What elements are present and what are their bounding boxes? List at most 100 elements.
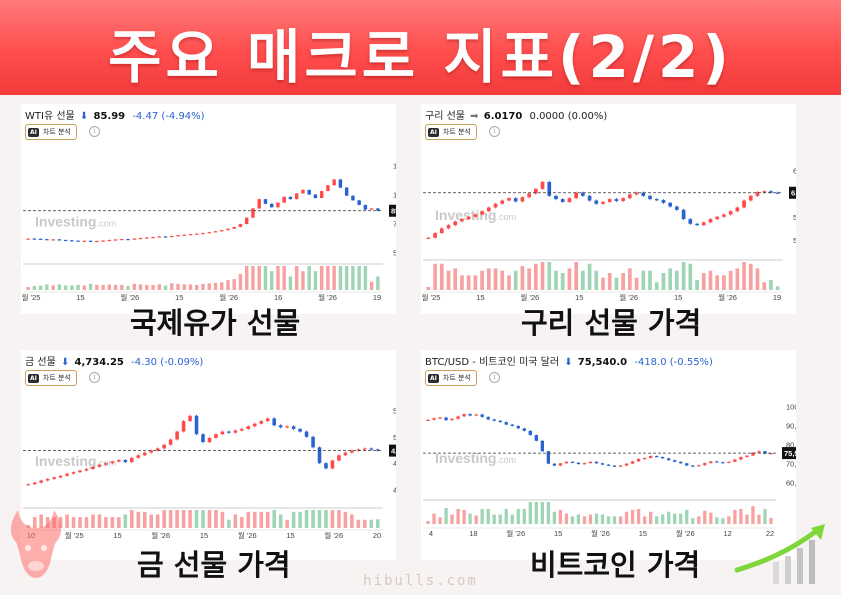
volume-bar [540, 502, 544, 524]
y-tick-label: 60,000 [786, 479, 796, 488]
volume-bar [201, 510, 205, 528]
volume-bar [175, 510, 179, 528]
volume-bar [667, 511, 671, 524]
candle-body [276, 202, 280, 208]
candle-body [594, 461, 599, 464]
info-icon[interactable]: i [89, 126, 100, 137]
chart-panel-wti[interactable]: WTI유 선물 ⬇ 85.99 -4.47 (-4.94%) AI 차트 분석 … [21, 104, 396, 314]
info-icon[interactable]: i [489, 372, 500, 383]
volume-bar [58, 517, 63, 528]
volume-bar [375, 519, 380, 528]
volume-bar [78, 517, 82, 528]
y-tick-label: 5,000 [393, 433, 396, 442]
price-chart[interactable]: Investing.com 60,000 70,000 80,000 90,000 100… [421, 350, 796, 545]
price-chart[interactable]: Investing.com 4,000 4,500 5,000 5,500 4,738.5… [21, 350, 396, 545]
chart-panel-gold[interactable]: 금 선물 ⬇ 4,734.25 -4.30 (-0.09%) AI 차트 분석 … [21, 350, 396, 560]
candle-body [493, 203, 498, 208]
y-tick-label: 100,000 [786, 402, 796, 411]
candle-body [748, 195, 753, 201]
volume-bar [311, 510, 315, 528]
candle-body [520, 197, 525, 202]
candle-body [207, 437, 212, 443]
ai-chart-analysis-button[interactable]: AI 차트 분석 [425, 370, 477, 386]
instrument-name: 금 선물 [25, 357, 56, 368]
price-chart[interactable]: Investing.com 50.00 75.00 100.00 125.00 85.99… [21, 104, 396, 314]
candle-body [564, 461, 569, 464]
candle-body [220, 230, 224, 232]
candle-body [456, 416, 460, 419]
candle-body [614, 199, 619, 201]
volume-bar [176, 283, 180, 290]
volume-bar [263, 266, 268, 290]
candle-body [681, 209, 686, 220]
x-tick-label: 월 '26 [506, 528, 525, 538]
volume-bar [149, 514, 153, 528]
volume-bar [213, 282, 218, 290]
volume-bar [612, 516, 617, 524]
ai-chart-analysis-button[interactable]: AI 차트 분석 [425, 124, 477, 140]
candle-body [175, 431, 179, 440]
info-icon[interactable]: i [89, 372, 100, 383]
candle-body [201, 232, 205, 235]
volume-bar [207, 510, 212, 528]
volume-bar [151, 284, 155, 290]
volume-bar [703, 510, 707, 524]
footer-site: hibulls.com [363, 573, 478, 589]
volume-bar [473, 275, 478, 290]
candle-body [618, 465, 623, 467]
candle-body [307, 189, 311, 195]
candle-body [438, 417, 442, 419]
ai-chart-analysis-button[interactable]: AI 차트 분석 [25, 370, 77, 386]
candle-body [52, 477, 56, 479]
volume-bar [338, 266, 343, 290]
volume-bar [168, 510, 173, 528]
candle-body [554, 195, 558, 200]
candle-body [176, 235, 180, 237]
candle-body [194, 415, 199, 435]
volume-bar [462, 509, 466, 524]
ai-chart-analysis-button[interactable]: AI 차트 분석 [25, 124, 77, 140]
price-chart[interactable]: Investing.com5.00005.50006.00006.50006.0… [421, 104, 796, 314]
candle-body [326, 185, 330, 192]
candle-body [332, 179, 336, 186]
volume-bar [207, 283, 211, 290]
volume-bar [70, 285, 74, 290]
chart-panel-copper[interactable]: 구리 선물 ➡ 6.0170 0.0000 (0.00%) AI 차트 분석 i… [421, 104, 796, 314]
volume-bar [245, 266, 249, 290]
y-tick-label: 90,000 [786, 422, 796, 431]
x-tick-label: 22 [766, 529, 774, 538]
volume-bar [745, 514, 749, 524]
candle-body [97, 464, 102, 467]
down-arrow-icon: ⬇ [564, 357, 573, 368]
instrument-name: 구리 선물 [425, 111, 465, 122]
last-price: 4,734.25 [74, 357, 124, 368]
volume-bar [480, 270, 484, 290]
candle-body [722, 214, 726, 217]
candle-body [182, 234, 186, 236]
candle-body [432, 418, 436, 420]
candle-body [486, 207, 491, 212]
candle-body [709, 461, 713, 464]
volume-bar [123, 514, 128, 528]
info-icon[interactable]: i [489, 126, 500, 137]
x-tick-label: 월 '25 [65, 530, 84, 540]
candle-body [311, 436, 315, 448]
volume-bar [265, 511, 270, 528]
volume-bar [721, 518, 725, 524]
volume-bar [507, 275, 511, 290]
candle-body [207, 232, 211, 234]
volume-bar [163, 285, 168, 290]
candle-body [745, 455, 749, 457]
candle-body [45, 478, 50, 481]
investing-watermark: Investing.com [35, 453, 116, 469]
volume-bar [240, 517, 244, 528]
volume-bar [145, 284, 149, 290]
chart-panel-bitcoin[interactable]: BTC/USD - 비트코인 미국 달러 ⬇ 75,540.0 -418.0 (… [421, 350, 796, 560]
candle-body [612, 465, 617, 467]
candle-body [57, 239, 62, 241]
candle-body [769, 453, 773, 455]
x-tick-label: 월 '25 [22, 292, 41, 302]
volume-bar [356, 519, 361, 528]
caption-copper: 구리 선물 가격 [521, 306, 702, 340]
x-tick-label: 월 '26 [718, 292, 737, 302]
